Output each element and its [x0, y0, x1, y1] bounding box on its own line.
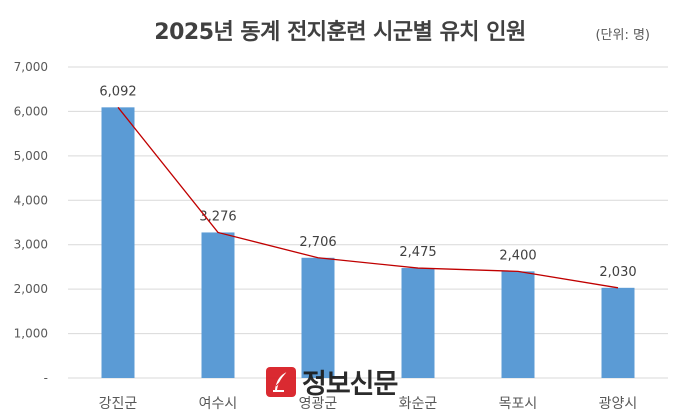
chart-title: 2025년 동계 전지훈련 시군별 유치 인원 [154, 20, 526, 45]
x-tick-label: 여수시 [199, 396, 238, 412]
bar [601, 287, 635, 378]
bar [201, 232, 235, 378]
y-tick-label: 3,000 [14, 238, 48, 252]
x-tick-label: 강진군 [99, 396, 138, 412]
x-tick-label: 영광군 [299, 396, 338, 412]
x-tick-label: 목포시 [499, 396, 538, 412]
y-tick-label: 4,000 [14, 193, 48, 207]
quill-logo-icon [266, 366, 296, 397]
bar [401, 268, 435, 378]
x-tick-label: 화순군 [399, 396, 438, 412]
bar [101, 107, 135, 379]
y-tick-label: - [44, 371, 48, 385]
data-label: 2,030 [599, 265, 636, 280]
data-label: 6,092 [99, 84, 136, 99]
y-tick-label: 1,000 [14, 327, 48, 341]
bar [301, 257, 335, 378]
y-tick-label: 5,000 [14, 149, 48, 163]
bar [501, 271, 535, 378]
data-label: 2,400 [499, 248, 536, 263]
watermark-text: 정보신문 [302, 369, 398, 400]
y-tick-label: 7,000 [14, 60, 48, 74]
data-label: 2,475 [399, 245, 436, 260]
unit-label: (단위: 명) [595, 28, 650, 43]
data-label: 2,706 [299, 235, 336, 250]
watermark: 정보신문 [266, 362, 398, 401]
trend-line [117, 106, 619, 289]
y-tick-label: 2,000 [14, 282, 48, 296]
x-tick-label: 광양시 [599, 396, 638, 412]
y-tick-label: 6,000 [14, 104, 48, 118]
